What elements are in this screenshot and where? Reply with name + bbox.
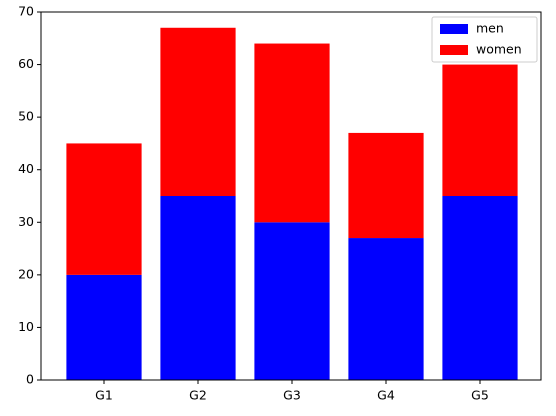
y-tick-label: 10 [18, 319, 34, 334]
x-tick-label: G2 [189, 388, 207, 403]
x-tick-label: G4 [377, 388, 395, 403]
bar-segment [66, 143, 142, 275]
legend-label: men [476, 21, 504, 36]
y-tick-label: 0 [26, 372, 34, 387]
bar-segment [160, 196, 236, 380]
bar-segment [442, 64, 518, 196]
x-tick-label: G5 [471, 388, 489, 403]
y-tick-label: 30 [18, 214, 34, 229]
y-tick-label: 60 [18, 56, 34, 71]
y-tick-label: 40 [18, 161, 34, 176]
legend-label: women [476, 42, 522, 57]
bar-segment [254, 43, 330, 223]
legend-swatch [440, 45, 468, 55]
y-tick-label: 70 [18, 4, 34, 19]
x-tick-label: G3 [283, 388, 301, 403]
bar-segment [160, 27, 236, 197]
legend-swatch [440, 24, 468, 34]
y-tick-label: 20 [18, 266, 34, 281]
y-tick-label: 50 [18, 109, 34, 124]
bar-segment [66, 274, 142, 380]
x-tick-label: G1 [95, 388, 113, 403]
bar-segment [254, 222, 330, 380]
plot-frame [40, 11, 542, 381]
bar-segment [442, 196, 518, 380]
bar-segment [348, 132, 424, 239]
bar-segment [348, 238, 424, 380]
